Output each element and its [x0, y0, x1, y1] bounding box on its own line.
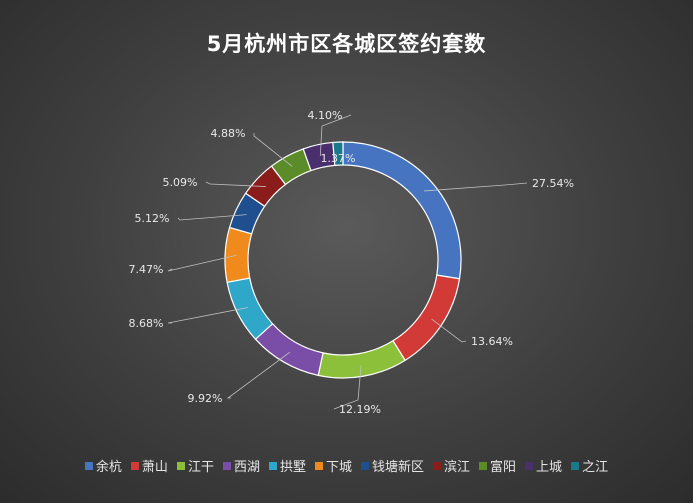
legend-label: 萧山 — [141, 460, 168, 475]
legend-label: 余杭 — [95, 460, 122, 475]
leader-line — [333, 364, 362, 410]
legend-swatch — [222, 461, 231, 470]
data-label: 27.54% — [532, 177, 574, 190]
legend-item: 江干 — [176, 456, 214, 475]
legend-label: 钱塘新区 — [372, 460, 425, 475]
leader-line — [205, 181, 266, 187]
data-label: 5.09% — [163, 176, 198, 189]
legend-swatch — [525, 461, 534, 470]
leader-line — [253, 133, 293, 167]
legend-label: 下城 — [325, 460, 352, 475]
legend-item: 拱墅 — [268, 456, 306, 475]
chart-title: 5月杭州市区各城区签约套数 — [206, 32, 487, 56]
legend-label: 拱墅 — [279, 460, 306, 475]
legend-item: 萧山 — [130, 456, 168, 475]
legend-item: 下城 — [314, 456, 352, 475]
legend-label: 江干 — [187, 460, 214, 475]
data-label: 12.19% — [339, 403, 381, 416]
data-label: 7.47% — [129, 263, 164, 276]
data-label: 9.92% — [188, 392, 223, 405]
data-label: 4.88% — [211, 127, 246, 140]
slice-西湖 — [254, 322, 324, 377]
data-label: 4.10% — [308, 109, 343, 122]
legend-swatch — [479, 461, 488, 470]
legend-swatch — [130, 461, 139, 470]
legend-label: 西湖 — [233, 460, 260, 475]
legend-swatch — [433, 461, 442, 470]
leader-line — [177, 214, 247, 221]
data-label: 1.37% — [321, 152, 356, 165]
data-label: 8.68% — [129, 317, 164, 330]
legend-item: 滨江 — [433, 456, 470, 475]
legend-swatch — [571, 461, 580, 470]
slice-之江 — [332, 141, 344, 167]
legend-label: 富阳 — [490, 460, 517, 475]
slice-余杭 — [342, 141, 462, 280]
leader-line — [431, 318, 467, 343]
legend-swatch — [314, 461, 323, 470]
legend-swatch — [268, 461, 277, 470]
data-label: 13.64% — [471, 335, 513, 348]
leader-line — [167, 254, 237, 272]
slice-江干 — [317, 339, 406, 379]
legend-item: 西湖 — [222, 456, 260, 475]
legend-item: 钱塘新区 — [361, 456, 424, 475]
leader-line — [424, 182, 528, 192]
slice-萧山 — [392, 274, 461, 362]
leader-line — [226, 351, 291, 399]
data-label: 5.12% — [135, 212, 170, 225]
legend: 余杭 萧山 江干 西湖 拱墅 下城 钱塘新区 滨江 富阳 上城 之江 — [0, 456, 693, 475]
leader-line — [319, 114, 352, 156]
legend-item: 上城 — [525, 456, 562, 475]
legend-label: 上城 — [536, 460, 563, 475]
legend-item: 富阳 — [479, 456, 516, 475]
legend-swatch — [84, 461, 93, 470]
slice-下城 — [224, 226, 253, 284]
leader-line — [167, 307, 248, 324]
legend-item: 余杭 — [84, 456, 122, 475]
legend-label: 滨江 — [444, 460, 471, 475]
legend-swatch — [176, 461, 185, 470]
legend-label: 之江 — [582, 460, 609, 475]
legend-swatch — [361, 461, 369, 470]
legend-item: 之江 — [571, 456, 608, 475]
slice-拱墅 — [226, 277, 274, 341]
